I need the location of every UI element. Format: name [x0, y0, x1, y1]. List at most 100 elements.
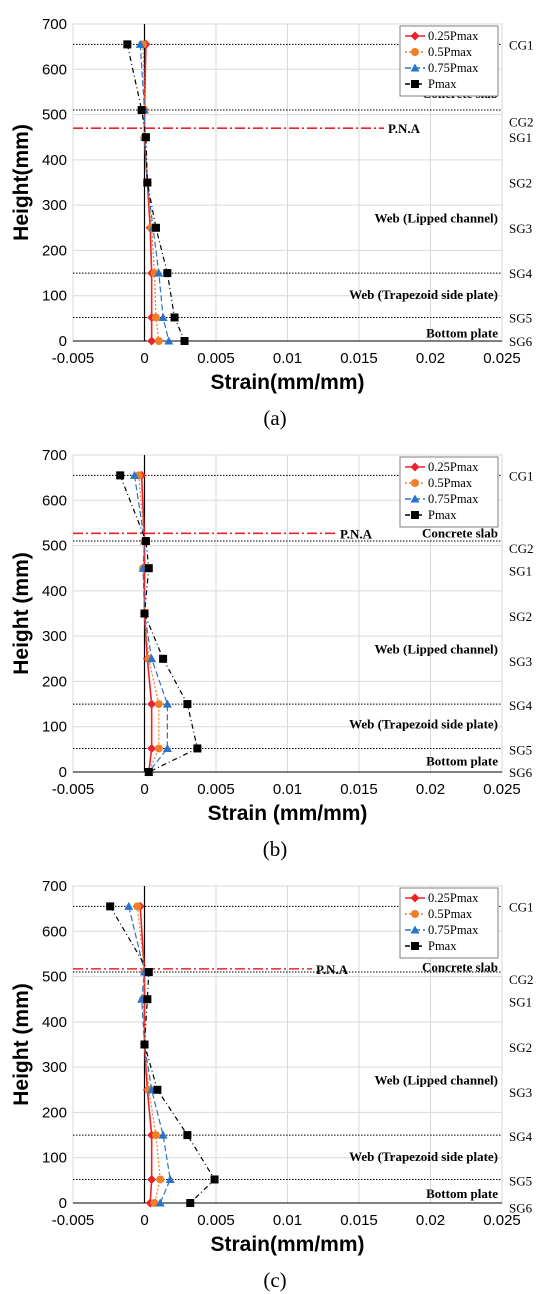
- data-point: [129, 470, 139, 479]
- gauge-label: CG2: [509, 541, 534, 556]
- data-point: [141, 537, 150, 546]
- x-tick-label: 0.005: [197, 781, 235, 798]
- y-tick-label: 500: [42, 538, 67, 555]
- y-tick-label: 300: [42, 197, 67, 214]
- x-tick-label: -0.005: [52, 350, 95, 367]
- series-line: [142, 44, 160, 342]
- legend-label: Pmax: [428, 939, 457, 953]
- legend-label: 0.5Pmax: [428, 45, 473, 59]
- chart-panel-3: P.N.A Concrete slab Web (Lipped channel) We…: [10, 878, 534, 1292]
- x-tick-label: 0.005: [197, 1212, 235, 1229]
- y-tick-label: 200: [42, 242, 67, 259]
- pna-label: P.N.A: [388, 121, 421, 136]
- gauge-label: SG1: [509, 994, 532, 1009]
- x-tick-label: 0.025: [483, 350, 521, 367]
- legend-marker: [410, 494, 420, 503]
- x-tick-label: 0: [140, 1212, 148, 1229]
- y-tick-label: 0: [59, 1195, 67, 1212]
- gauge-label: SG5: [509, 742, 532, 757]
- y-tick-label: 100: [42, 719, 67, 736]
- series-line: [119, 475, 199, 773]
- x-tick-label: -0.005: [52, 1212, 95, 1229]
- gauge-label: SG3: [509, 221, 532, 236]
- x-tick-label: 0.02: [416, 350, 445, 367]
- y-tick-label: 400: [42, 583, 67, 600]
- data-point: [147, 699, 157, 709]
- data-point: [147, 743, 157, 753]
- region-label: Bottom plate: [426, 754, 498, 769]
- series-line: [138, 475, 160, 773]
- x-tick-label: 0.005: [197, 350, 235, 367]
- data-point: [116, 471, 125, 480]
- region-label: Web (Trapezoid side plate): [349, 1149, 498, 1164]
- gauge-label: SG4: [509, 266, 533, 281]
- legend-marker: [410, 462, 420, 472]
- gauge-label: SG1: [509, 563, 532, 578]
- panel-caption: (c): [263, 1268, 286, 1292]
- y-tick-label: 600: [42, 923, 67, 940]
- data-point: [144, 768, 153, 776]
- data-point: [170, 313, 179, 322]
- legend-label: Pmax: [428, 77, 457, 91]
- y-tick-label: 0: [59, 764, 67, 781]
- data-point: [183, 700, 192, 709]
- data-point: [162, 743, 172, 752]
- data-point: [137, 106, 146, 115]
- gauge-label: SG2: [509, 1040, 532, 1055]
- legend-marker: [410, 31, 420, 41]
- data-point: [150, 1199, 159, 1207]
- gauge-label: SG6: [509, 765, 533, 780]
- legend-label: 0.25Pmax: [428, 891, 479, 905]
- region-label: Web (Lipped channel): [374, 211, 498, 226]
- x-tick-label: 0.02: [416, 781, 445, 798]
- data-point: [210, 1175, 219, 1184]
- legend-label: 0.5Pmax: [428, 476, 473, 490]
- y-tick-label: 700: [42, 447, 67, 464]
- gauge-label: CG2: [509, 114, 534, 129]
- data-point: [153, 1085, 162, 1094]
- data-point: [143, 995, 152, 1004]
- region-label: Concrete slab: [422, 525, 498, 540]
- region-label: Web (Trapezoid side plate): [349, 287, 498, 302]
- legend-label: 0.5Pmax: [428, 907, 473, 921]
- data-point: [154, 700, 163, 709]
- chart-panel-2: P.N.A Concrete slab Web (Lipped channel) We…: [10, 447, 534, 861]
- data-point: [159, 654, 168, 663]
- legend-label: 0.75Pmax: [428, 492, 479, 506]
- gauge-label: SG3: [509, 1085, 532, 1100]
- data-point: [147, 336, 157, 346]
- x-tick-label: 0: [140, 350, 148, 367]
- legend-marker: [411, 511, 419, 519]
- gauge-label: SG4: [509, 1129, 533, 1144]
- legend-marker: [411, 910, 419, 918]
- region-label: Bottom plate: [426, 1186, 498, 1201]
- region-label: Web (Trapezoid side plate): [349, 716, 498, 731]
- x-axis-title: Strain(mm/mm): [210, 1233, 364, 1256]
- pna-label: P.N.A: [340, 526, 373, 541]
- y-axis-title: Height(mm): [10, 124, 33, 241]
- legend-marker: [411, 479, 419, 487]
- y-axis-title: Height (mm): [10, 552, 33, 675]
- y-tick-label: 500: [42, 107, 67, 124]
- data-point: [124, 901, 134, 910]
- data-point: [144, 564, 153, 573]
- data-point: [163, 269, 172, 278]
- data-point: [151, 1131, 160, 1140]
- data-point: [154, 337, 163, 345]
- data-point: [158, 1130, 168, 1139]
- data-point: [143, 178, 152, 187]
- region-label: Concrete slab: [422, 960, 498, 975]
- data-point: [156, 1175, 165, 1184]
- data-point: [147, 654, 157, 663]
- series-line: [136, 906, 161, 1204]
- y-tick-label: 300: [42, 1059, 67, 1076]
- y-tick-label: 200: [42, 1104, 67, 1121]
- legend-label: Pmax: [428, 508, 457, 522]
- y-tick-label: 700: [42, 16, 67, 33]
- x-tick-label: 0.015: [340, 1212, 378, 1229]
- legend-label: 0.25Pmax: [428, 29, 479, 43]
- region-label: Bottom plate: [426, 325, 498, 340]
- data-point: [162, 699, 172, 708]
- data-point: [151, 313, 160, 322]
